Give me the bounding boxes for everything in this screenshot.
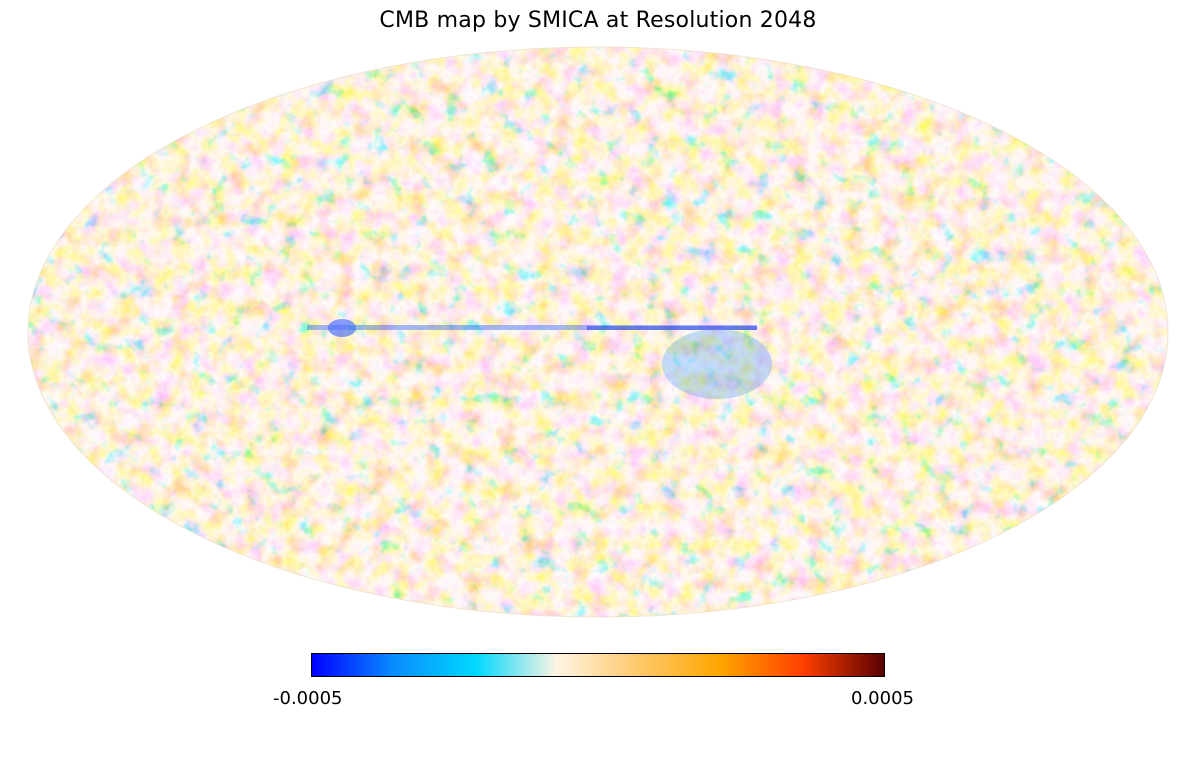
map-title: CMB map by SMICA at Resolution 2048 — [379, 8, 817, 33]
colorbar-min-label: -0.0005 — [273, 688, 343, 709]
galactic-plane-residual — [307, 319, 772, 399]
sky-texture — [28, 47, 1168, 617]
colorbar — [311, 653, 885, 677]
cmb-sky-map — [27, 46, 1169, 618]
colorbar-max-label: 0.0005 — [851, 688, 914, 709]
